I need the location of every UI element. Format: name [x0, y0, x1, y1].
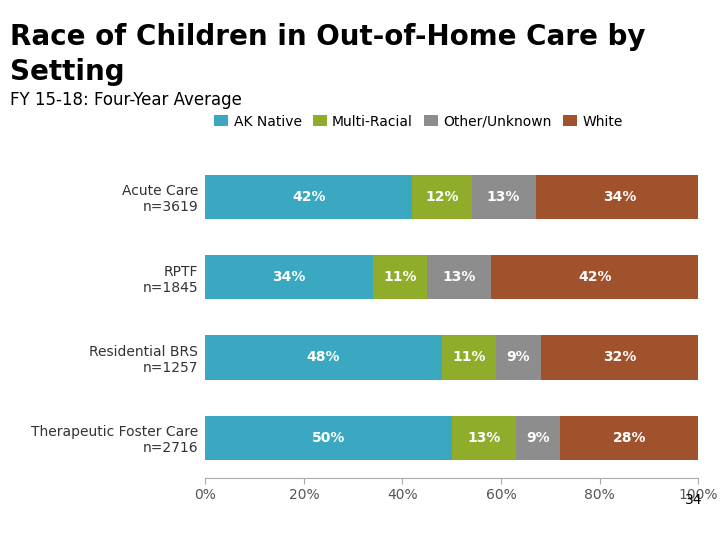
- Legend: AK Native, Multi-Racial, Other/Unknown, White: AK Native, Multi-Racial, Other/Unknown, …: [209, 109, 629, 134]
- Bar: [472, 174, 536, 219]
- Bar: [536, 174, 703, 219]
- Text: 11%: 11%: [452, 350, 486, 365]
- Text: Setting: Setting: [10, 58, 125, 86]
- Text: Medicaid Data: Medicaid Data: [9, 517, 131, 532]
- Text: 13%: 13%: [443, 270, 476, 284]
- Text: 34: 34: [685, 492, 702, 507]
- Text: 32%: 32%: [603, 350, 636, 365]
- Bar: [205, 174, 413, 219]
- Bar: [205, 416, 452, 460]
- Text: 11%: 11%: [383, 270, 417, 284]
- Bar: [427, 255, 491, 299]
- Text: 13%: 13%: [467, 431, 500, 445]
- Bar: [205, 335, 442, 380]
- Text: 9%: 9%: [507, 350, 530, 365]
- Text: 9%: 9%: [526, 431, 550, 445]
- Bar: [373, 255, 427, 299]
- Text: 12%: 12%: [426, 190, 459, 204]
- Text: 50%: 50%: [312, 431, 345, 445]
- Bar: [491, 255, 698, 299]
- Text: FY 15-18: Four-Year Average: FY 15-18: Four-Year Average: [10, 91, 242, 109]
- Bar: [413, 174, 472, 219]
- Bar: [516, 416, 560, 460]
- Text: 34%: 34%: [603, 190, 636, 204]
- Text: 28%: 28%: [613, 431, 646, 445]
- Text: 42%: 42%: [578, 270, 611, 284]
- Text: 48%: 48%: [307, 350, 341, 365]
- Bar: [452, 416, 516, 460]
- Text: 34%: 34%: [272, 270, 306, 284]
- Text: 13%: 13%: [487, 190, 521, 204]
- Text: Race of Children in Out-of-Home Care by: Race of Children in Out-of-Home Care by: [10, 23, 646, 51]
- Bar: [560, 416, 698, 460]
- Text: 42%: 42%: [292, 190, 325, 204]
- Bar: [442, 335, 496, 380]
- Bar: [496, 335, 541, 380]
- Bar: [205, 255, 373, 299]
- Bar: [541, 335, 698, 380]
